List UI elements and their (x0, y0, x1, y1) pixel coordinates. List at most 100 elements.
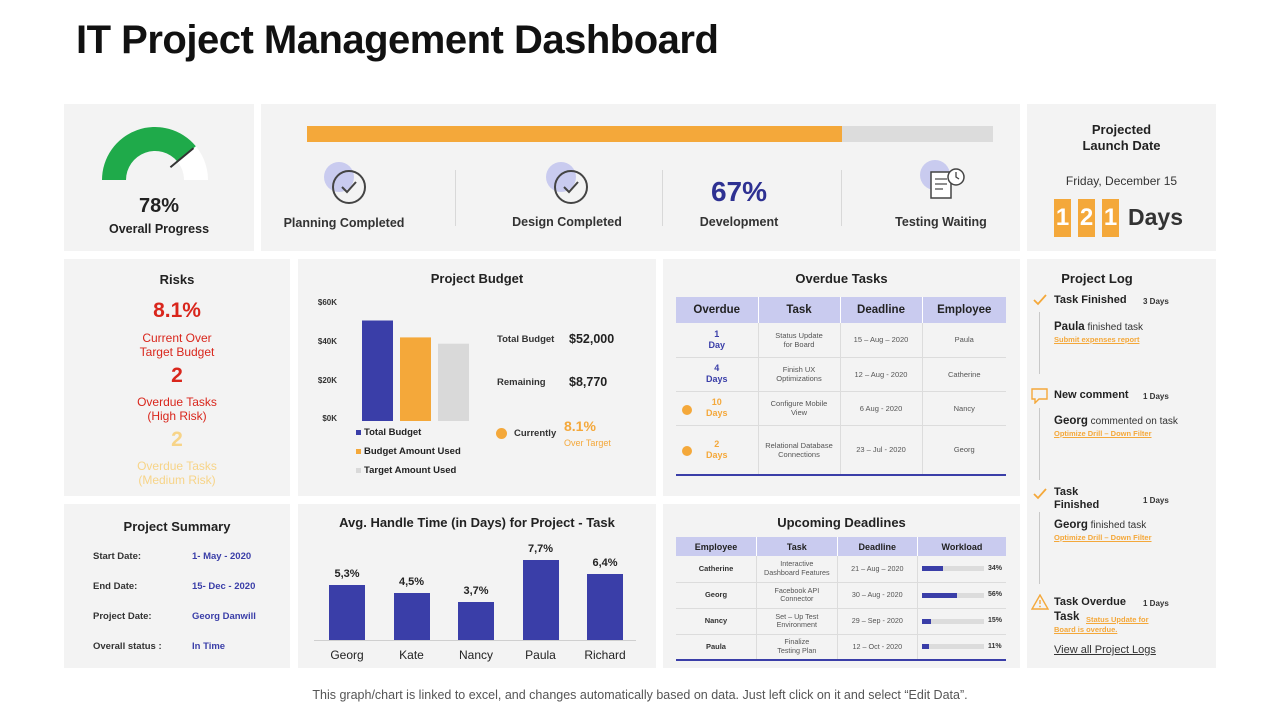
countdown-digit: 1 (1102, 199, 1119, 237)
handle-time-category-label: Paula (525, 648, 556, 662)
checkmark-icon (1033, 294, 1047, 306)
workload-fill (921, 644, 929, 650)
table-row: 1 Day Status Update for Board 15 – Aug – 2… (676, 323, 1006, 358)
risk-high-value: 2 (171, 364, 183, 387)
log-entry-days: 1 Days (1143, 392, 1169, 401)
workload-cell: 34% (917, 556, 1006, 583)
deadline-cell: 21 – Aug – 2020 (837, 556, 918, 583)
overall-progress-value: 78% (138, 195, 180, 217)
log-entry-title: New comment (1054, 389, 1129, 401)
remaining-value: $8,770 (569, 375, 608, 389)
task-cell: Status Update for Board (758, 323, 841, 358)
stage-design-label: Design Completed (512, 215, 622, 229)
log-entry-link[interactable]: Optimize Drill – Down Filter (1054, 429, 1152, 438)
budget-bar (438, 343, 469, 421)
currently-value: 8.1% (564, 418, 596, 434)
deadline-cell: 30 – Aug - 2020 (837, 582, 918, 609)
table-row: Paula Finalize Testing Plan 12 – Oct - 20… (676, 634, 1006, 661)
workload-bar (921, 644, 984, 650)
log-timeline (1039, 512, 1040, 584)
warning-dot-icon (682, 404, 692, 415)
task-cell: Finalize Testing Plan (756, 634, 838, 661)
table-row: Nancy Set – Up Test Environment 29 – Sep … (676, 608, 1006, 635)
risk-high-label-2: (High Risk) (147, 409, 207, 423)
gauge-fill (102, 127, 196, 180)
overall-status-value: In Time (192, 641, 226, 652)
countdown-unit: Days (1128, 204, 1183, 230)
end-date-value: 15- Dec - 2020 (192, 581, 256, 592)
warning-dot-icon (682, 445, 692, 456)
log-timeline (1039, 408, 1040, 480)
handle-time-data-label: 4,5% (398, 576, 425, 589)
workload-cell: 11% (917, 634, 1006, 661)
budget-ytick: $60K (317, 298, 337, 307)
deadline-cell: 15 – Aug – 2020 (840, 323, 923, 358)
log-entry-title: Finished (1054, 499, 1100, 511)
overdue-col-header: Deadline (840, 297, 923, 323)
task-cell: Configure Mobile View (758, 391, 841, 426)
log-entry-days: 1 Days (1143, 599, 1169, 608)
project-progress-fill (307, 126, 843, 142)
log-entry-title: Task Finished (1054, 294, 1127, 306)
currently-note: Over Target (564, 438, 611, 448)
employee-cell: Paula (922, 323, 1006, 358)
log-entry-link[interactable]: Optimize Drill – Down Filter (1054, 533, 1152, 542)
budget-ytick: $20K (317, 376, 337, 385)
employee-cell: Paula (676, 634, 757, 661)
budget-bar (400, 337, 431, 421)
countdown-digit: 1 (1054, 199, 1071, 237)
table-row: Georg Facebook API Connector 30 – Aug - 2… (676, 582, 1006, 609)
handle-time-bar (458, 601, 494, 640)
task-cell: Relational Database Connections (758, 425, 841, 476)
budget-panel (298, 259, 656, 496)
workload-fill (921, 592, 957, 598)
overdue-table: Overdue Task Deadline Employee 1 Day Stat… (676, 297, 1006, 476)
log-timeline (1039, 312, 1040, 374)
workload-bar (921, 618, 984, 624)
summary-title: Project Summary (123, 519, 231, 534)
stage-divider (662, 170, 663, 226)
workload-bar (921, 592, 984, 598)
employee-cell: Nancy (676, 608, 757, 635)
workload-fill (921, 566, 944, 572)
project-progress-bar (307, 126, 993, 142)
log-entry-link[interactable]: Status Update for (1086, 615, 1149, 624)
project-log-title: Project Log (1061, 271, 1133, 286)
log-entry-link[interactable]: Board is overdue. (1054, 625, 1118, 634)
risk-medium-label-2: (Medium Risk) (138, 473, 216, 487)
countdown-digit: 2 (1078, 199, 1095, 237)
handle-time-bar (522, 560, 559, 640)
handle-time-category-label: Kate (399, 648, 424, 662)
workload-fill (921, 618, 932, 624)
comment-icon (1031, 388, 1048, 404)
stage-testing-label: Testing Waiting (895, 215, 987, 229)
employee-cell: Catherine (922, 357, 1006, 392)
log-entry-text: Georg commented on task (1054, 415, 1178, 427)
currently-label: Currently (514, 428, 557, 439)
budget-bar-chart (362, 320, 469, 421)
handle-time-chart: 5,3% Georg 4,5% Kate 3,7% Nancy 7,7% Paula 6,4% R… (298, 504, 656, 668)
log-entry-link[interactable]: Submit expenses report (1054, 335, 1140, 344)
overdue-col-header: Task (758, 297, 841, 323)
log-entry-days: 3 Days (1143, 297, 1169, 306)
start-date-label: Start Date: (93, 551, 142, 562)
employee-cell: Catherine (676, 556, 757, 583)
deadlines-col-header: Task (756, 537, 838, 556)
end-date-label: End Date: (93, 581, 138, 592)
budget-ytick: $40K (317, 337, 337, 346)
log-entry-text: Paula finished task (1054, 321, 1144, 333)
deadlines-title: Upcoming Deadlines (777, 515, 906, 530)
development-percent: 67% (710, 176, 768, 207)
risk-budget-value: 8.1% (153, 299, 201, 322)
chart-baseline (314, 640, 636, 641)
employee-cell: Georg (922, 425, 1006, 476)
gauge-needle (169, 147, 195, 169)
risks-title: Risks (159, 272, 195, 287)
risk-high-label-1: Overdue Tasks (137, 395, 217, 409)
table-row: 10 Days Configure Mobile View 6 Aug - 2020… (676, 391, 1006, 426)
deadline-cell: 23 – Jul - 2020 (840, 425, 923, 476)
risks-panel (64, 259, 290, 496)
task-cell: Facebook API Connector (756, 582, 838, 609)
launch-date: Friday, December 15 (1065, 174, 1178, 188)
view-all-logs-link[interactable]: View all Project Logs (1054, 644, 1156, 656)
